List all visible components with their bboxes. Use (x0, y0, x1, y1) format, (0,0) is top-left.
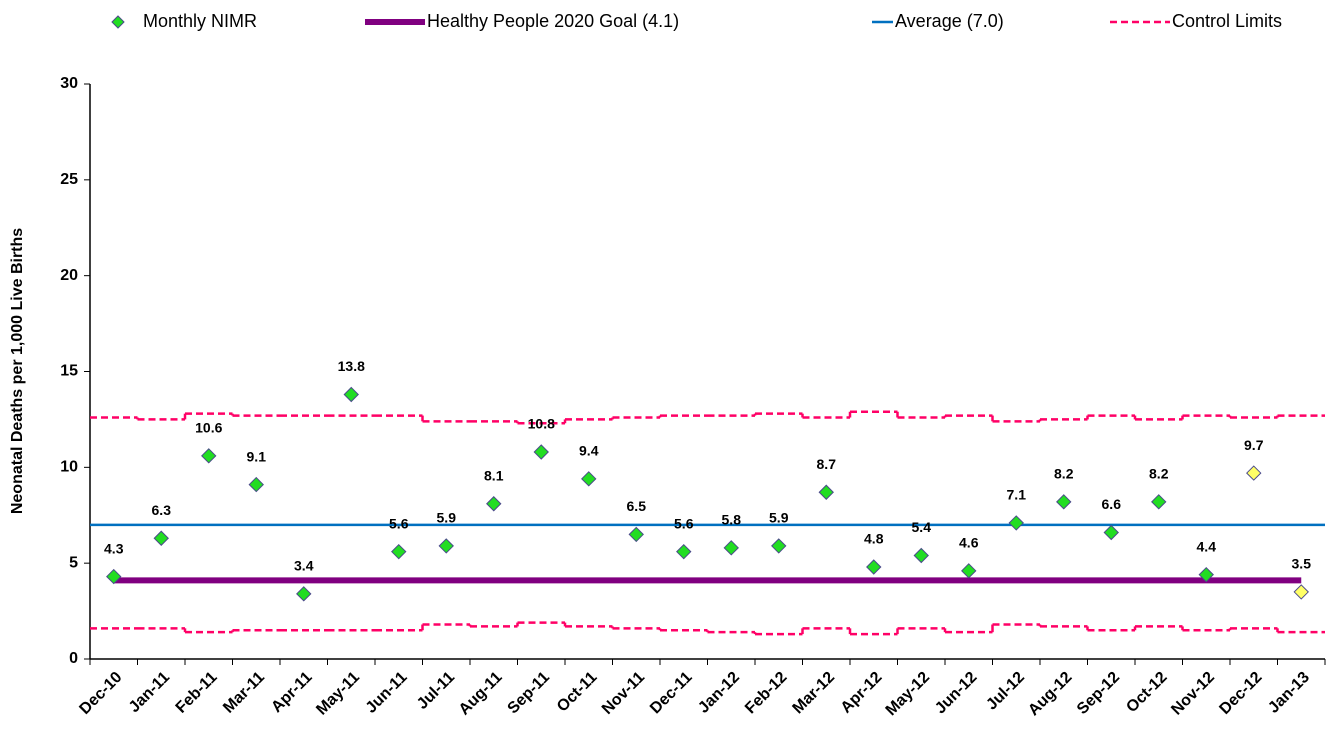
data-label: 4.8 (864, 531, 884, 547)
y-tick-label: 0 (69, 650, 78, 667)
data-point (201, 448, 217, 464)
data-point (248, 476, 264, 493)
data-label: 5.9 (437, 510, 457, 526)
data-label: 5.6 (389, 515, 409, 531)
legend-label: Average (7.0) (895, 11, 1004, 31)
data-label: 13.8 (338, 358, 365, 374)
data-point (1246, 465, 1262, 481)
y-axis-label: Neonatal Deaths per 1,000 Live Births (9, 228, 26, 514)
data-point (628, 526, 644, 543)
legend-label: Healthy People 2020 Goal (4.1) (427, 11, 679, 31)
data-point (106, 568, 122, 585)
data-label: 7.1 (1007, 487, 1027, 503)
data-label: 6.5 (627, 498, 647, 514)
data-point (343, 386, 359, 403)
data-label: 10.8 (528, 416, 555, 432)
data-point (771, 538, 787, 554)
y-tick-label: 20 (60, 267, 78, 284)
data-point (913, 547, 929, 564)
y-tick-label: 25 (60, 171, 78, 188)
data-label: 8.7 (817, 456, 837, 472)
data-point (486, 496, 502, 512)
data-point (1103, 524, 1119, 541)
data-point (296, 586, 312, 602)
data-label: 3.4 (294, 558, 314, 574)
data-point (961, 563, 977, 579)
data-label: 4.6 (959, 535, 979, 551)
data-label: 8.1 (484, 467, 504, 483)
data-point (1056, 494, 1072, 510)
legend-marker (111, 15, 125, 29)
data-point (1008, 515, 1024, 531)
y-tick-label: 5 (69, 554, 78, 571)
data-point (676, 543, 692, 560)
y-tick-label: 10 (60, 459, 78, 476)
data-label: 5.8 (722, 512, 742, 528)
y-tick-label: 30 (60, 75, 78, 92)
data-label: 6.3 (152, 502, 172, 518)
y-tick-label: 15 (60, 363, 78, 380)
data-point (533, 444, 549, 460)
data-label: 3.5 (1292, 556, 1312, 572)
data-point (438, 538, 454, 554)
data-label: 6.6 (1102, 496, 1122, 512)
data-label: 8.2 (1054, 466, 1074, 482)
data-label: 5.6 (674, 515, 694, 531)
data-label: 9.4 (579, 443, 599, 459)
data-point (866, 559, 882, 575)
data-label: 5.4 (912, 519, 932, 535)
data-label: 5.9 (769, 510, 789, 526)
data-label: 4.4 (1197, 538, 1217, 554)
data-point (723, 540, 739, 556)
data-point (1151, 494, 1167, 510)
data-label: 9.7 (1244, 437, 1264, 453)
data-label: 8.2 (1149, 466, 1169, 482)
legend-label: Monthly NIMR (143, 11, 257, 31)
data-point (391, 543, 407, 560)
data-point (1293, 584, 1309, 600)
data-label: 10.6 (195, 420, 222, 436)
data-point (818, 484, 834, 500)
legend-label: Control Limits (1172, 11, 1282, 31)
data-label: 9.1 (247, 448, 267, 464)
data-label: 4.3 (104, 540, 124, 556)
data-point (1198, 566, 1214, 583)
data-point (581, 471, 597, 487)
data-point (153, 530, 169, 546)
